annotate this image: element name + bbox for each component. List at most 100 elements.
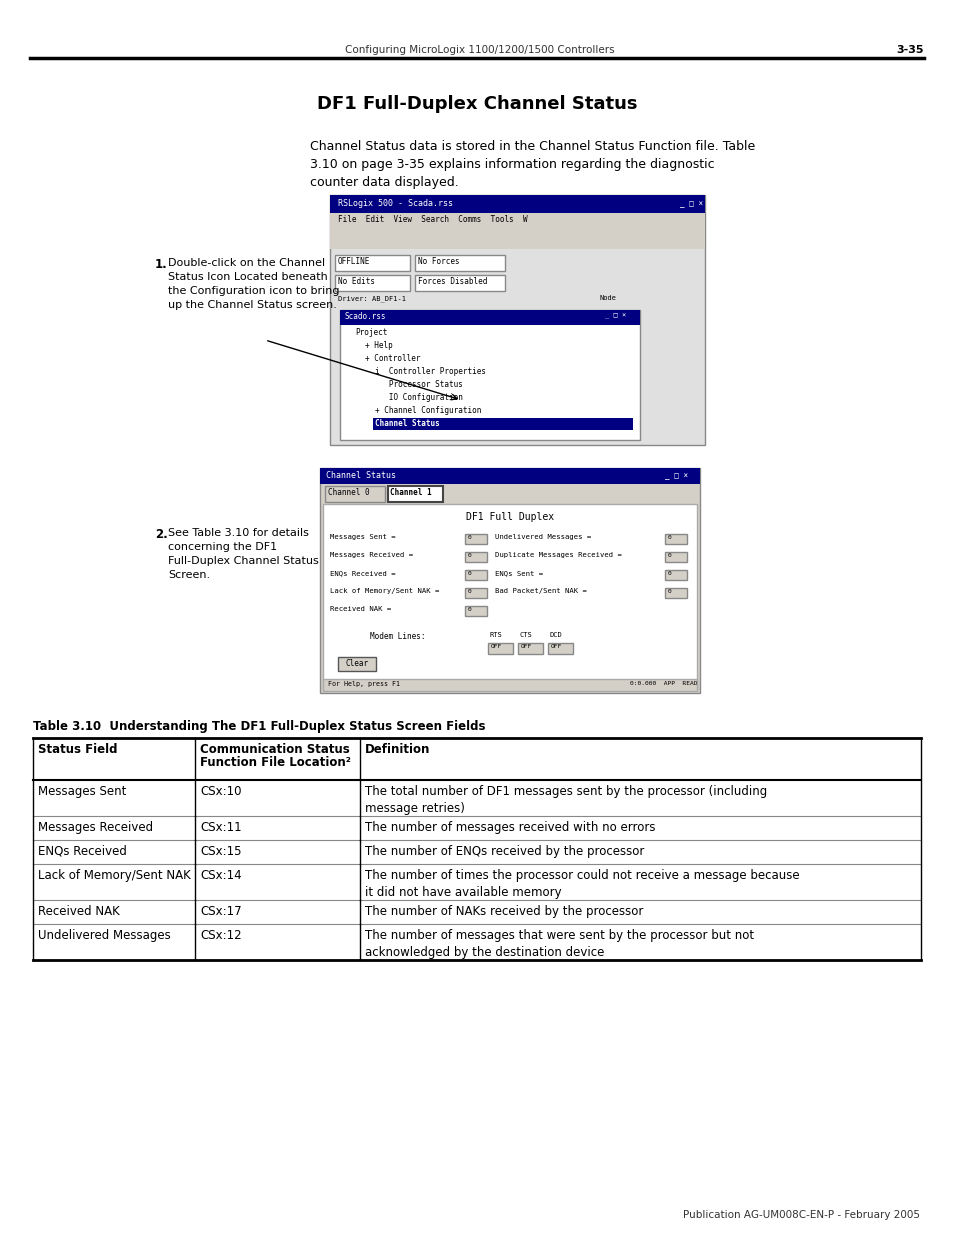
Text: See Table 3.10 for details
concerning the DF1
Full-Duplex Channel Status
Screen.: See Table 3.10 for details concerning th…	[168, 529, 318, 580]
Text: Channel 0: Channel 0	[328, 488, 369, 496]
Text: CSx:15: CSx:15	[200, 845, 241, 858]
Bar	[330, 212, 704, 231]
Text: Status Field: Status Field	[38, 743, 117, 756]
Text: Bad Packet/Sent NAK =: Bad Packet/Sent NAK =	[495, 588, 586, 594]
Bar	[664, 534, 686, 543]
Text: The number of NAKs received by the processor: The number of NAKs received by the proce…	[365, 905, 642, 918]
Text: Undelivered Messages =: Undelivered Messages =	[495, 534, 591, 540]
Text: Scado.rss: Scado.rss	[345, 312, 386, 321]
Text: Channel Status: Channel Status	[326, 471, 395, 480]
Bar	[464, 588, 486, 598]
Text: Received NAK =: Received NAK =	[330, 606, 391, 613]
Text: CSx:11: CSx:11	[200, 821, 241, 834]
Text: Channel Status: Channel Status	[375, 419, 439, 429]
Text: CSx:10: CSx:10	[200, 785, 241, 798]
Text: The number of messages received with no errors: The number of messages received with no …	[365, 821, 655, 834]
Bar	[464, 606, 486, 616]
Text: Messages Received: Messages Received	[38, 821, 153, 834]
Text: 0: 0	[468, 535, 471, 540]
Text: Forces Disabled: Forces Disabled	[417, 277, 487, 287]
Text: CSx:12: CSx:12	[200, 929, 241, 942]
Text: _ □ ×: _ □ ×	[664, 471, 687, 480]
Text: 0: 0	[667, 571, 671, 576]
Text: CSx:17: CSx:17	[200, 905, 241, 918]
Text: Configuring MicroLogix 1100/1200/1500 Controllers: Configuring MicroLogix 1100/1200/1500 Co…	[345, 44, 614, 56]
Text: OFF: OFF	[520, 643, 532, 650]
Bar	[330, 231, 704, 249]
Bar	[547, 643, 573, 655]
Bar	[337, 657, 375, 671]
Text: Definition: Definition	[365, 743, 430, 756]
Text: 0: 0	[667, 553, 671, 558]
Text: DF1 Full Duplex: DF1 Full Duplex	[465, 513, 554, 522]
Text: DF1 Full-Duplex Channel Status: DF1 Full-Duplex Channel Status	[316, 95, 637, 112]
Bar	[415, 275, 504, 291]
Text: i  Controller Properties: i Controller Properties	[375, 367, 485, 375]
Bar	[330, 195, 704, 445]
Text: 1.: 1.	[154, 258, 168, 270]
Text: + Controller: + Controller	[365, 354, 420, 363]
Bar	[335, 275, 410, 291]
Text: Received NAK: Received NAK	[38, 905, 120, 918]
Bar	[464, 571, 486, 580]
Text: 0: 0	[468, 553, 471, 558]
Bar	[319, 468, 700, 484]
Text: CSx:14: CSx:14	[200, 869, 241, 882]
Bar	[323, 679, 697, 692]
Bar	[330, 195, 704, 212]
Text: File  Edit  View  Search  Comms  Tools  W: File Edit View Search Comms Tools W	[337, 215, 527, 224]
Bar	[339, 310, 639, 440]
Text: Lack of Memory/Sent NAK: Lack of Memory/Sent NAK	[38, 869, 191, 882]
Text: Publication AG-UM008C-EN-P - February 2005: Publication AG-UM008C-EN-P - February 20…	[682, 1210, 919, 1220]
Text: The number of times the processor could not receive a message because
it did not: The number of times the processor could …	[365, 869, 799, 899]
Text: Double-click on the Channel
Status Icon Located beneath
the Configuration icon t: Double-click on the Channel Status Icon …	[168, 258, 339, 310]
Bar	[664, 588, 686, 598]
Text: The number of ENQs received by the processor: The number of ENQs received by the proce…	[365, 845, 643, 858]
Bar	[319, 468, 700, 693]
Text: Duplicate Messages Received =: Duplicate Messages Received =	[495, 552, 621, 558]
Bar	[488, 643, 513, 655]
Text: Modem Lines:: Modem Lines:	[370, 632, 425, 641]
Text: _ □ ×: _ □ ×	[679, 199, 702, 207]
Text: Channel Status data is stored in the Channel Status Function file. Table
3.10 on: Channel Status data is stored in the Cha…	[310, 140, 755, 189]
Text: Lack of Memory/Sent NAK =: Lack of Memory/Sent NAK =	[330, 588, 439, 594]
Text: No Forces: No Forces	[417, 257, 459, 266]
Text: OFF: OFF	[551, 643, 561, 650]
Text: Project: Project	[355, 329, 387, 337]
Text: ENQs Sent =: ENQs Sent =	[495, 571, 542, 576]
Bar	[664, 552, 686, 562]
Text: + Channel Configuration: + Channel Configuration	[375, 406, 481, 415]
Text: Node: Node	[599, 295, 617, 301]
Text: ENQs Received =: ENQs Received =	[330, 571, 395, 576]
Text: Table 3.10  Understanding The DF1 Full-Duplex Status Screen Fields: Table 3.10 Understanding The DF1 Full-Du…	[33, 720, 485, 734]
Bar	[464, 552, 486, 562]
Text: Clear: Clear	[345, 659, 368, 668]
Text: Processor Status: Processor Status	[375, 380, 462, 389]
Bar	[517, 643, 542, 655]
Bar	[664, 571, 686, 580]
Bar	[335, 254, 410, 270]
Text: Undelivered Messages: Undelivered Messages	[38, 929, 171, 942]
Bar	[325, 487, 385, 501]
Text: IO Configuration: IO Configuration	[375, 393, 462, 403]
Text: Messages Sent =: Messages Sent =	[330, 534, 395, 540]
Text: Messages Sent: Messages Sent	[38, 785, 126, 798]
Text: RSLogix 500 - Scada.rss: RSLogix 500 - Scada.rss	[337, 199, 453, 207]
Text: 3-35: 3-35	[895, 44, 923, 56]
Text: Function File Location²: Function File Location²	[200, 756, 351, 769]
Text: 0: 0	[468, 571, 471, 576]
Text: OFF: OFF	[491, 643, 501, 650]
Text: DCD: DCD	[550, 632, 562, 638]
Text: Channel 1: Channel 1	[390, 488, 431, 496]
Bar	[415, 254, 504, 270]
Text: + Help: + Help	[365, 341, 393, 350]
Text: Driver: AB_DF1-1: Driver: AB_DF1-1	[337, 295, 406, 301]
Text: OFFLINE: OFFLINE	[337, 257, 370, 266]
Bar	[388, 487, 442, 501]
Text: CTS: CTS	[519, 632, 532, 638]
Bar	[464, 534, 486, 543]
Bar	[339, 310, 639, 325]
Text: The total number of DF1 messages sent by the processor (including
message retrie: The total number of DF1 messages sent by…	[365, 785, 766, 815]
Text: 0:0.000  APP  READ: 0:0.000 APP READ	[629, 680, 697, 685]
Text: Messages Received =: Messages Received =	[330, 552, 413, 558]
